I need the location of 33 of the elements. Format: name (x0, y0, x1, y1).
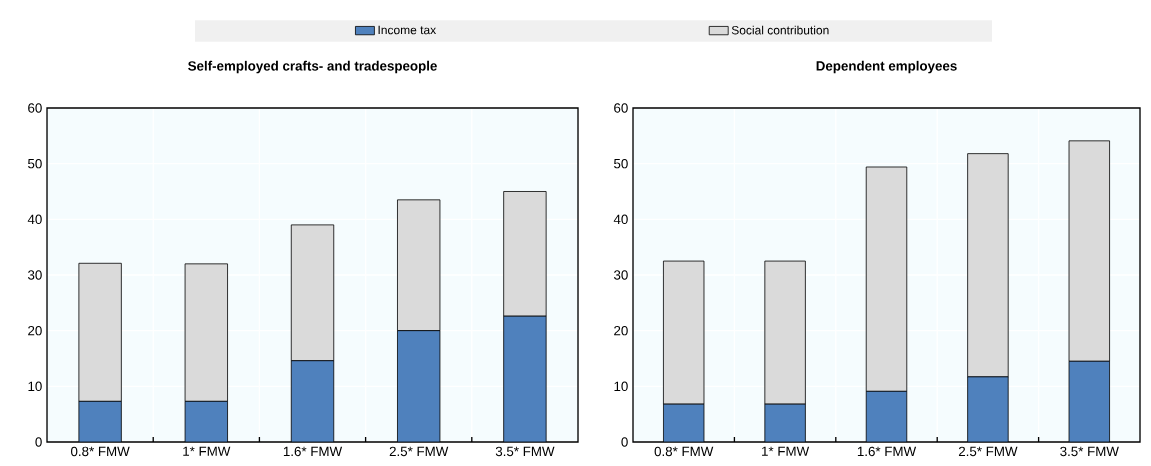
x-tick-label: 1* FMW (183, 446, 231, 456)
y-tick-label: 40 (613, 214, 628, 225)
y-tick-label: 40 (27, 214, 42, 225)
bar (397, 330, 441, 442)
legend-label: Social contribution (731, 25, 829, 35)
y-tick-label: 30 (613, 270, 628, 280)
bar (503, 315, 547, 442)
y-tick-label: 50 (614, 158, 628, 169)
y-tick-label: 20 (614, 325, 628, 336)
y-tick-label: 60 (614, 103, 628, 113)
bar (184, 400, 228, 442)
x-tick-label: 2.5* FMW (958, 446, 1018, 457)
y-tick-label: 0 (621, 437, 628, 447)
chart-title: Self-employed crafts- and tradespeople (188, 60, 437, 74)
y-tick-label: 10 (614, 381, 628, 392)
bar (78, 400, 122, 442)
x-tick-label: 1* FMW (762, 446, 810, 456)
x-tick-label: 1.6* FMW (283, 446, 343, 457)
x-tick-label: 0.8* FMW (71, 446, 130, 457)
y-tick-label: 50 (28, 158, 42, 169)
y-tick-label: 0 (35, 437, 42, 447)
x-tick-label: 0.8* FMW (654, 446, 714, 457)
x-tick-label: 3.5* FMW (495, 446, 555, 457)
y-tick-label: 20 (28, 325, 42, 336)
y-tick-label: 30 (27, 270, 42, 280)
x-tick-label: 1.6* FMW (857, 446, 917, 457)
chart-title: Dependent employees (816, 60, 957, 74)
y-tick-label: 60 (28, 103, 42, 113)
legend-label: Income tax (378, 25, 437, 35)
y-tick-label: 10 (28, 381, 42, 392)
x-tick-label: 3.5* FMW (1060, 446, 1119, 457)
bar (290, 360, 335, 442)
x-tick-label: 2.5* FMW (389, 446, 449, 457)
